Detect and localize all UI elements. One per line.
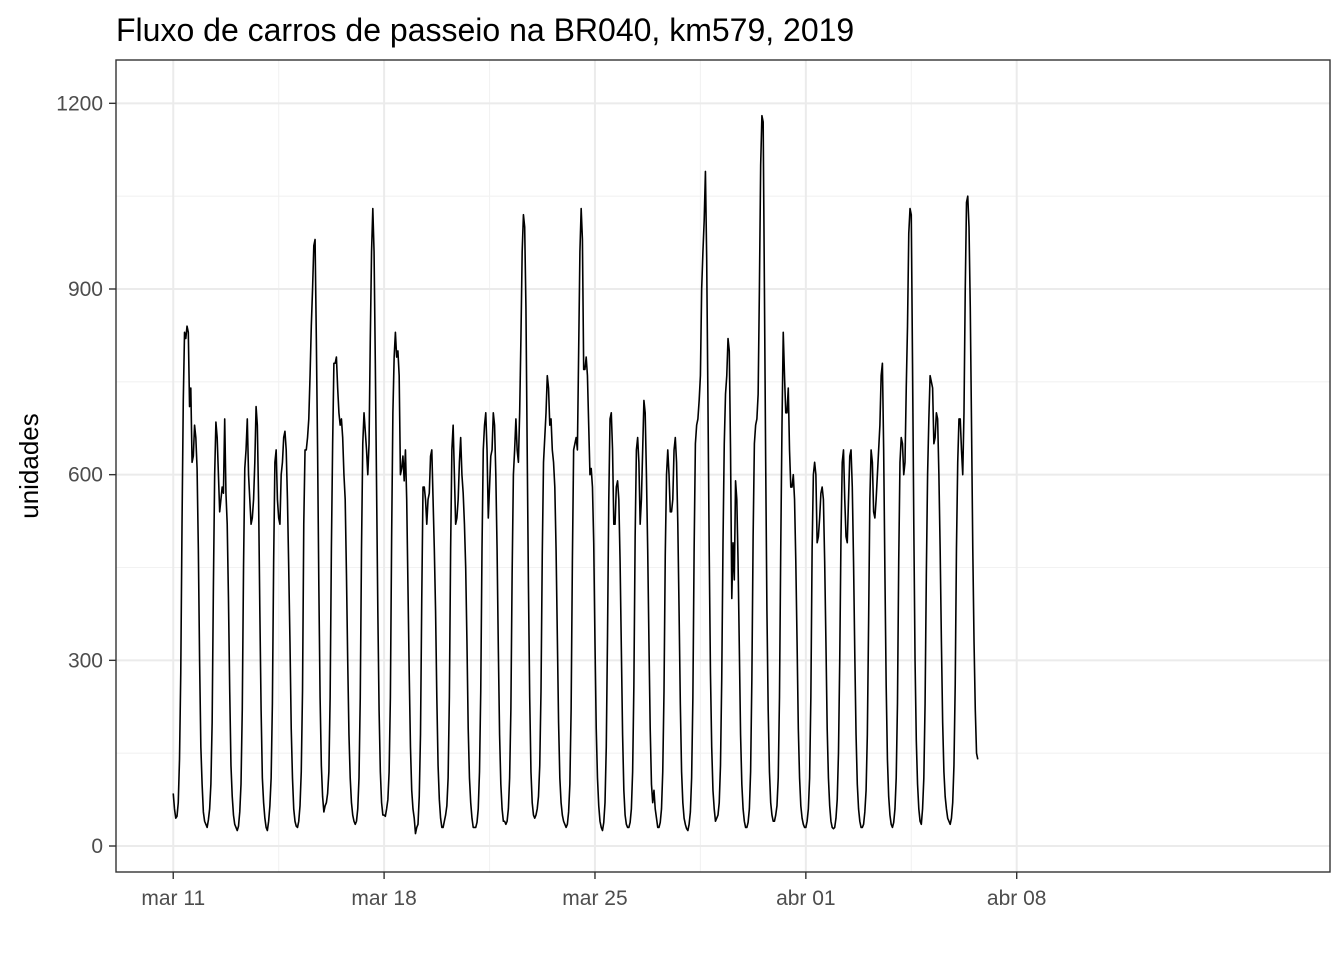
panel-border: [115, 59, 1331, 873]
panel-background: [116, 60, 1330, 872]
x-tick-label: abr 01: [776, 887, 836, 910]
x-tick-label: mar 25: [562, 887, 627, 910]
y-tick-label: 900: [68, 278, 103, 301]
chart-title: Fluxo de carros de passeio na BR040, km5…: [116, 12, 854, 48]
y-tick-label: 300: [68, 649, 103, 672]
y-axis: 0 300 600 900 1200: [56, 92, 116, 858]
x-tick-label: mar 11: [141, 887, 205, 910]
y-axis-title: unidades: [14, 413, 44, 519]
plot-panel: [115, 59, 1331, 873]
y-tick-label: 1200: [56, 92, 103, 115]
y-tick-label: 600: [68, 464, 103, 487]
x-tick-label: mar 18: [351, 887, 416, 910]
x-axis: mar 11 mar 18 mar 25 abr 01 abr 08: [141, 872, 1046, 910]
series-line: [172, 114, 979, 835]
y-tick-label: 0: [91, 835, 103, 858]
x-tick-label: abr 08: [987, 887, 1047, 910]
